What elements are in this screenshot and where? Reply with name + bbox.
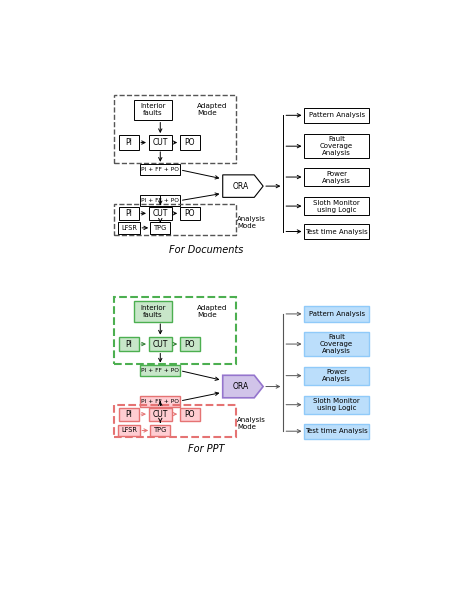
Text: PI + FF + PO: PI + FF + PO	[141, 368, 179, 373]
Text: ORA: ORA	[233, 382, 249, 391]
FancyBboxPatch shape	[118, 222, 140, 234]
FancyBboxPatch shape	[148, 135, 172, 150]
Text: PO: PO	[184, 409, 195, 419]
FancyBboxPatch shape	[140, 365, 180, 376]
FancyBboxPatch shape	[148, 408, 172, 421]
Text: Sloth Monitor
using Logic: Sloth Monitor using Logic	[313, 200, 360, 213]
FancyBboxPatch shape	[304, 108, 369, 123]
Text: PI + FF + PO: PI + FF + PO	[141, 398, 179, 403]
Text: PI + FF + PO: PI + FF + PO	[141, 198, 179, 203]
FancyBboxPatch shape	[119, 337, 139, 351]
FancyBboxPatch shape	[119, 135, 139, 150]
FancyBboxPatch shape	[304, 332, 369, 356]
Text: TPG: TPG	[154, 225, 167, 231]
FancyBboxPatch shape	[304, 134, 369, 158]
Text: Test time Analysis: Test time Analysis	[305, 428, 368, 434]
FancyBboxPatch shape	[180, 337, 200, 351]
FancyBboxPatch shape	[304, 197, 369, 215]
Text: Power
Analysis: Power Analysis	[322, 170, 351, 183]
Text: Sloth Monitor
using Logic: Sloth Monitor using Logic	[313, 398, 360, 411]
Text: Power
Analysis: Power Analysis	[322, 369, 351, 382]
Text: PO: PO	[184, 340, 195, 349]
Text: Analysis
Mode: Analysis Mode	[237, 417, 266, 430]
Text: LFSR: LFSR	[121, 225, 137, 231]
Text: LFSR: LFSR	[121, 427, 137, 433]
Text: ORA: ORA	[233, 181, 249, 191]
FancyBboxPatch shape	[119, 207, 139, 220]
Text: Fault
Coverage
Analysis: Fault Coverage Analysis	[320, 136, 353, 156]
Text: CUT: CUT	[153, 409, 168, 419]
Text: For PPT: For PPT	[188, 444, 225, 454]
FancyBboxPatch shape	[140, 164, 180, 175]
FancyBboxPatch shape	[304, 306, 369, 322]
Polygon shape	[223, 375, 263, 398]
FancyBboxPatch shape	[304, 424, 369, 439]
FancyBboxPatch shape	[180, 408, 200, 421]
FancyBboxPatch shape	[134, 301, 172, 322]
FancyBboxPatch shape	[148, 337, 172, 351]
Text: Interior
faults: Interior faults	[140, 305, 166, 318]
Text: CUT: CUT	[153, 340, 168, 349]
FancyBboxPatch shape	[304, 396, 369, 414]
Text: CUT: CUT	[153, 138, 168, 147]
Polygon shape	[223, 175, 263, 197]
Text: Pattern Analysis: Pattern Analysis	[309, 311, 365, 317]
Text: PI: PI	[126, 138, 133, 147]
FancyBboxPatch shape	[180, 207, 200, 220]
Text: Fault
Coverage
Analysis: Fault Coverage Analysis	[320, 334, 353, 354]
FancyBboxPatch shape	[134, 100, 172, 120]
Text: PO: PO	[184, 138, 195, 147]
FancyBboxPatch shape	[148, 207, 172, 220]
Text: CUT: CUT	[153, 209, 168, 218]
FancyBboxPatch shape	[304, 224, 369, 239]
Text: For Documents: For Documents	[169, 245, 243, 254]
Text: Analysis
Mode: Analysis Mode	[237, 216, 266, 229]
Text: PO: PO	[184, 209, 195, 218]
Text: TPG: TPG	[154, 427, 167, 433]
FancyBboxPatch shape	[304, 168, 369, 186]
FancyBboxPatch shape	[150, 222, 170, 234]
FancyBboxPatch shape	[304, 367, 369, 384]
Text: PI: PI	[126, 340, 133, 349]
Text: PI + FF + PO: PI + FF + PO	[141, 167, 179, 172]
Text: Adapted
Mode: Adapted Mode	[197, 104, 228, 116]
Text: Adapted
Mode: Adapted Mode	[197, 305, 228, 318]
Text: Interior
faults: Interior faults	[140, 104, 166, 116]
FancyBboxPatch shape	[140, 195, 180, 206]
Text: Pattern Analysis: Pattern Analysis	[309, 112, 365, 118]
FancyBboxPatch shape	[140, 395, 180, 406]
FancyBboxPatch shape	[150, 425, 170, 436]
FancyBboxPatch shape	[119, 408, 139, 421]
Text: PI: PI	[126, 209, 133, 218]
FancyBboxPatch shape	[118, 425, 140, 436]
Text: Test time Analysis: Test time Analysis	[305, 229, 368, 235]
Text: PI: PI	[126, 409, 133, 419]
FancyBboxPatch shape	[180, 135, 200, 150]
